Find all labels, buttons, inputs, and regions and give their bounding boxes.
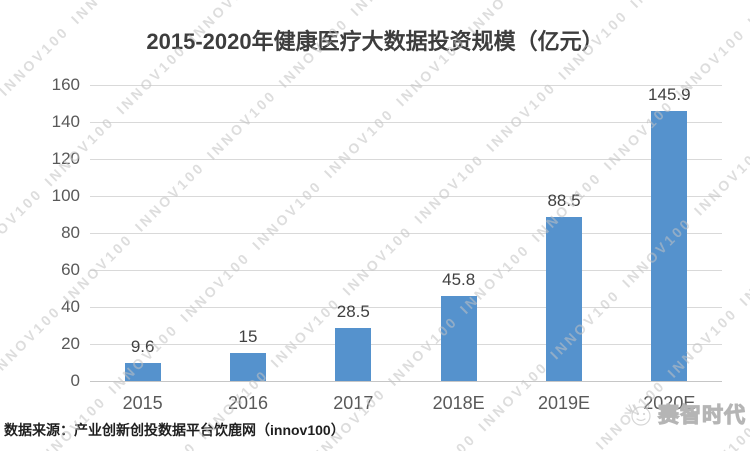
y-tick-label: 20 xyxy=(61,334,80,353)
gridline xyxy=(90,343,722,345)
gridline xyxy=(90,84,722,86)
chart-title: 2015-2020年健康医疗大数据投资规模（亿元） xyxy=(146,29,604,54)
x-tick-label: 2018E xyxy=(432,393,485,413)
x-axis-line xyxy=(90,380,722,382)
x-tick-label: 2019E xyxy=(537,393,591,413)
x-tick-label: 2015 xyxy=(122,393,163,413)
bar-2016 xyxy=(230,353,266,381)
y-tick-label: 80 xyxy=(61,223,80,242)
x-tick-label: 2017 xyxy=(333,393,374,413)
y-tick-label: 60 xyxy=(61,260,80,279)
bar-value-label: 45.8 xyxy=(442,270,476,290)
y-tick-label: 140 xyxy=(51,112,80,131)
y-tick-label: 100 xyxy=(51,186,80,205)
bar-2020E xyxy=(651,111,688,381)
bar-2017 xyxy=(335,328,372,381)
bar-2015 xyxy=(124,363,161,381)
bar-2019E xyxy=(546,217,582,381)
bar-value-label: 9.6 xyxy=(130,337,155,357)
gridline xyxy=(90,195,722,197)
gridline xyxy=(90,121,722,123)
y-tick-label: 0 xyxy=(70,371,80,390)
gridline xyxy=(90,269,722,271)
gridline xyxy=(90,158,722,160)
bar-value-label: 88.5 xyxy=(547,191,581,211)
brand-logo-text: 赛智时代 xyxy=(658,404,746,428)
gridline xyxy=(90,232,722,234)
brand-logo: 赛智时代 xyxy=(623,398,746,430)
bar-2018E xyxy=(440,296,477,381)
deer-icon xyxy=(624,404,651,426)
bar-value-label: 15 xyxy=(238,327,258,347)
source-note: 数据来源：产业创新创投数据平台饮鹿网（innov100） xyxy=(4,422,345,438)
y-tick-label: 120 xyxy=(51,149,80,168)
x-tick-label: 2020E xyxy=(643,393,696,413)
bar-value-label: 145.9 xyxy=(648,85,691,105)
bar-value-label: 28.5 xyxy=(336,302,370,322)
y-tick-label: 160 xyxy=(51,75,80,94)
x-tick-label: 2016 xyxy=(227,393,269,413)
gridline xyxy=(90,306,722,308)
y-tick-label: 40 xyxy=(61,297,80,316)
